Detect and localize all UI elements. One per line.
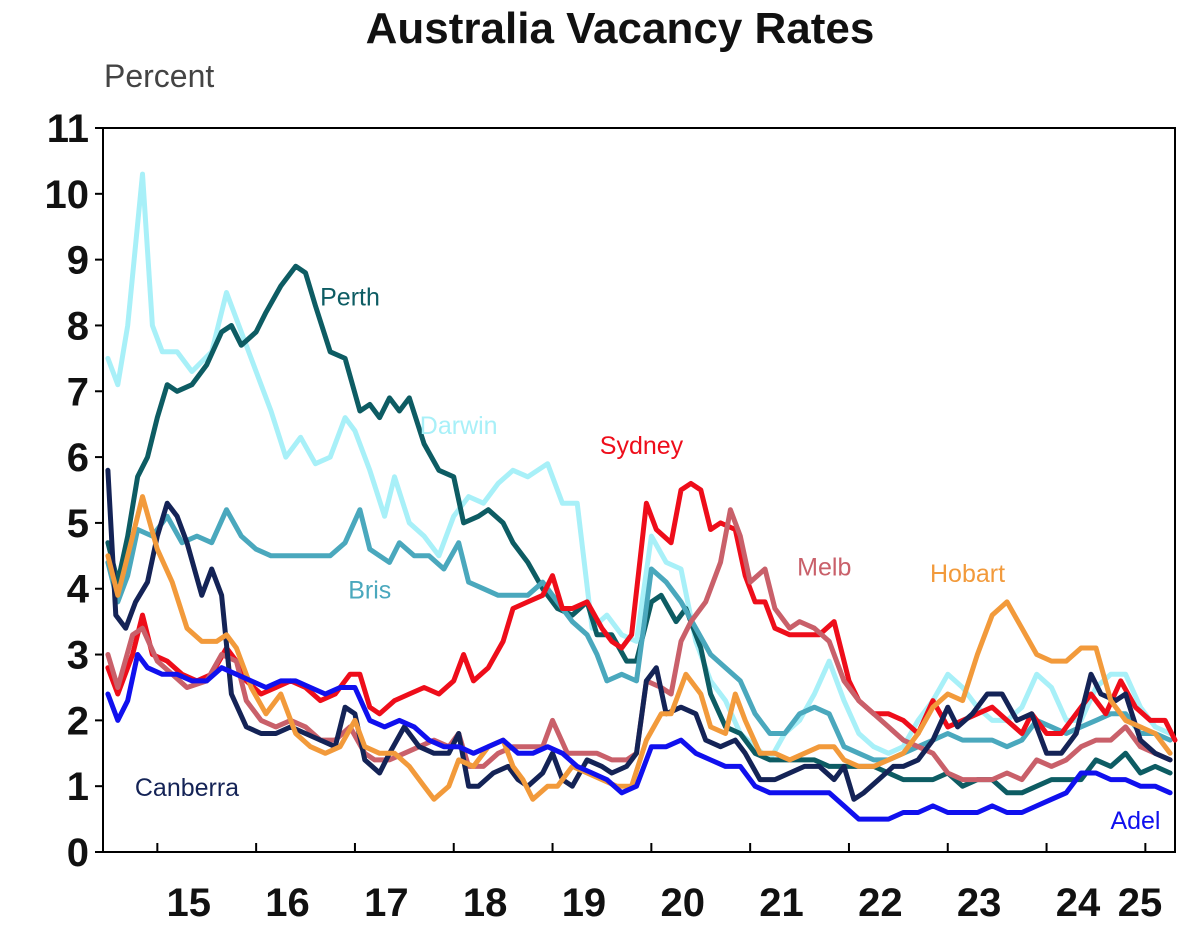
x-tick-label: 18	[463, 881, 508, 925]
y-tick-label: 0	[67, 831, 89, 875]
x-tick-label: 25	[1118, 881, 1163, 925]
x-tick-label: 20	[661, 881, 706, 925]
x-tick-label: 24	[1056, 881, 1101, 925]
y-tick-label: 11	[47, 107, 89, 151]
x-tick-label: 19	[562, 881, 607, 925]
series-line-hobart	[105, 494, 1173, 802]
y-tick-label: 1	[67, 765, 89, 809]
series-lines	[105, 171, 1178, 822]
series-label-canberra: Canberra	[135, 774, 239, 802]
y-tick-label: 4	[67, 568, 90, 612]
y-tick-label: 2	[67, 699, 89, 743]
series-labels: Darwin Perth Bris Sydney Melb Canberra Hobart A…	[135, 284, 1161, 835]
y-tick-label: 7	[67, 370, 89, 414]
x-tick-label: 21	[759, 881, 804, 925]
x-tick-label: 23	[957, 881, 1002, 925]
chart-title: Australia Vacancy Rates	[365, 4, 875, 53]
x-tick-label: 22	[858, 881, 903, 925]
series-label-darwin: Darwin	[420, 412, 498, 440]
series-line-adel	[105, 652, 1173, 822]
plot-frame	[102, 127, 1176, 853]
series-label-bris: Bris	[348, 577, 391, 605]
y-tick-label: 9	[67, 239, 89, 283]
series-label-perth: Perth	[320, 284, 380, 312]
y-tick-label: 6	[67, 436, 89, 480]
series-line-canberra	[105, 467, 1173, 802]
series-label-melb: Melb	[797, 554, 851, 582]
series-line-bris	[105, 507, 1173, 763]
x-tick-label: 15	[166, 881, 211, 925]
series-label-adel: Adel	[1110, 807, 1160, 835]
y-tick-label: 8	[67, 304, 89, 348]
y-axis-unit-label: Percent	[104, 58, 215, 94]
x-tick-label: 17	[364, 881, 409, 925]
series-label-hobart: Hobart	[930, 560, 1005, 588]
y-tick-label: 3	[67, 634, 89, 678]
x-tick-label: 16	[265, 881, 310, 925]
y-tick-label: 5	[67, 502, 89, 546]
series-label-sydney: Sydney	[600, 432, 684, 460]
y-tick-label: 10	[45, 173, 90, 217]
